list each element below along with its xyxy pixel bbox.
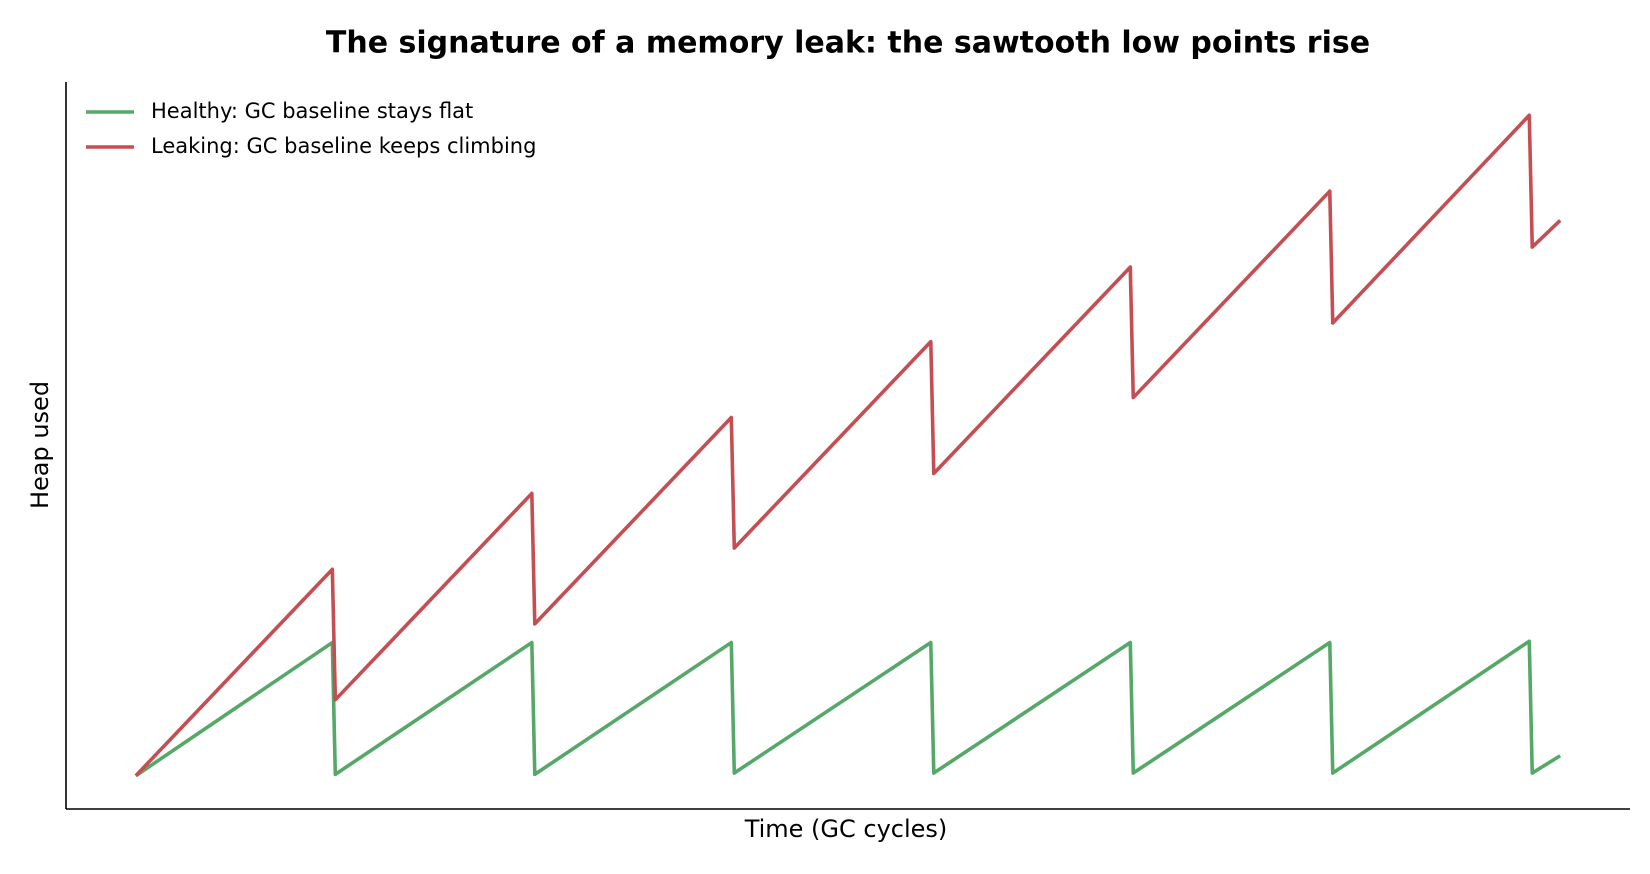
legend-label: Leaking: GC baseline keeps climbing (151, 134, 536, 158)
series-line (134, 639, 1562, 778)
x-axis-label: Time (GC cycles) (744, 815, 948, 843)
y-axis-label: Heap used (26, 381, 54, 509)
series-line (134, 113, 1562, 777)
chart-title: The signature of a memory leak: the sawt… (326, 26, 1370, 61)
legend-label: Healthy: GC baseline stays flat (151, 99, 473, 123)
